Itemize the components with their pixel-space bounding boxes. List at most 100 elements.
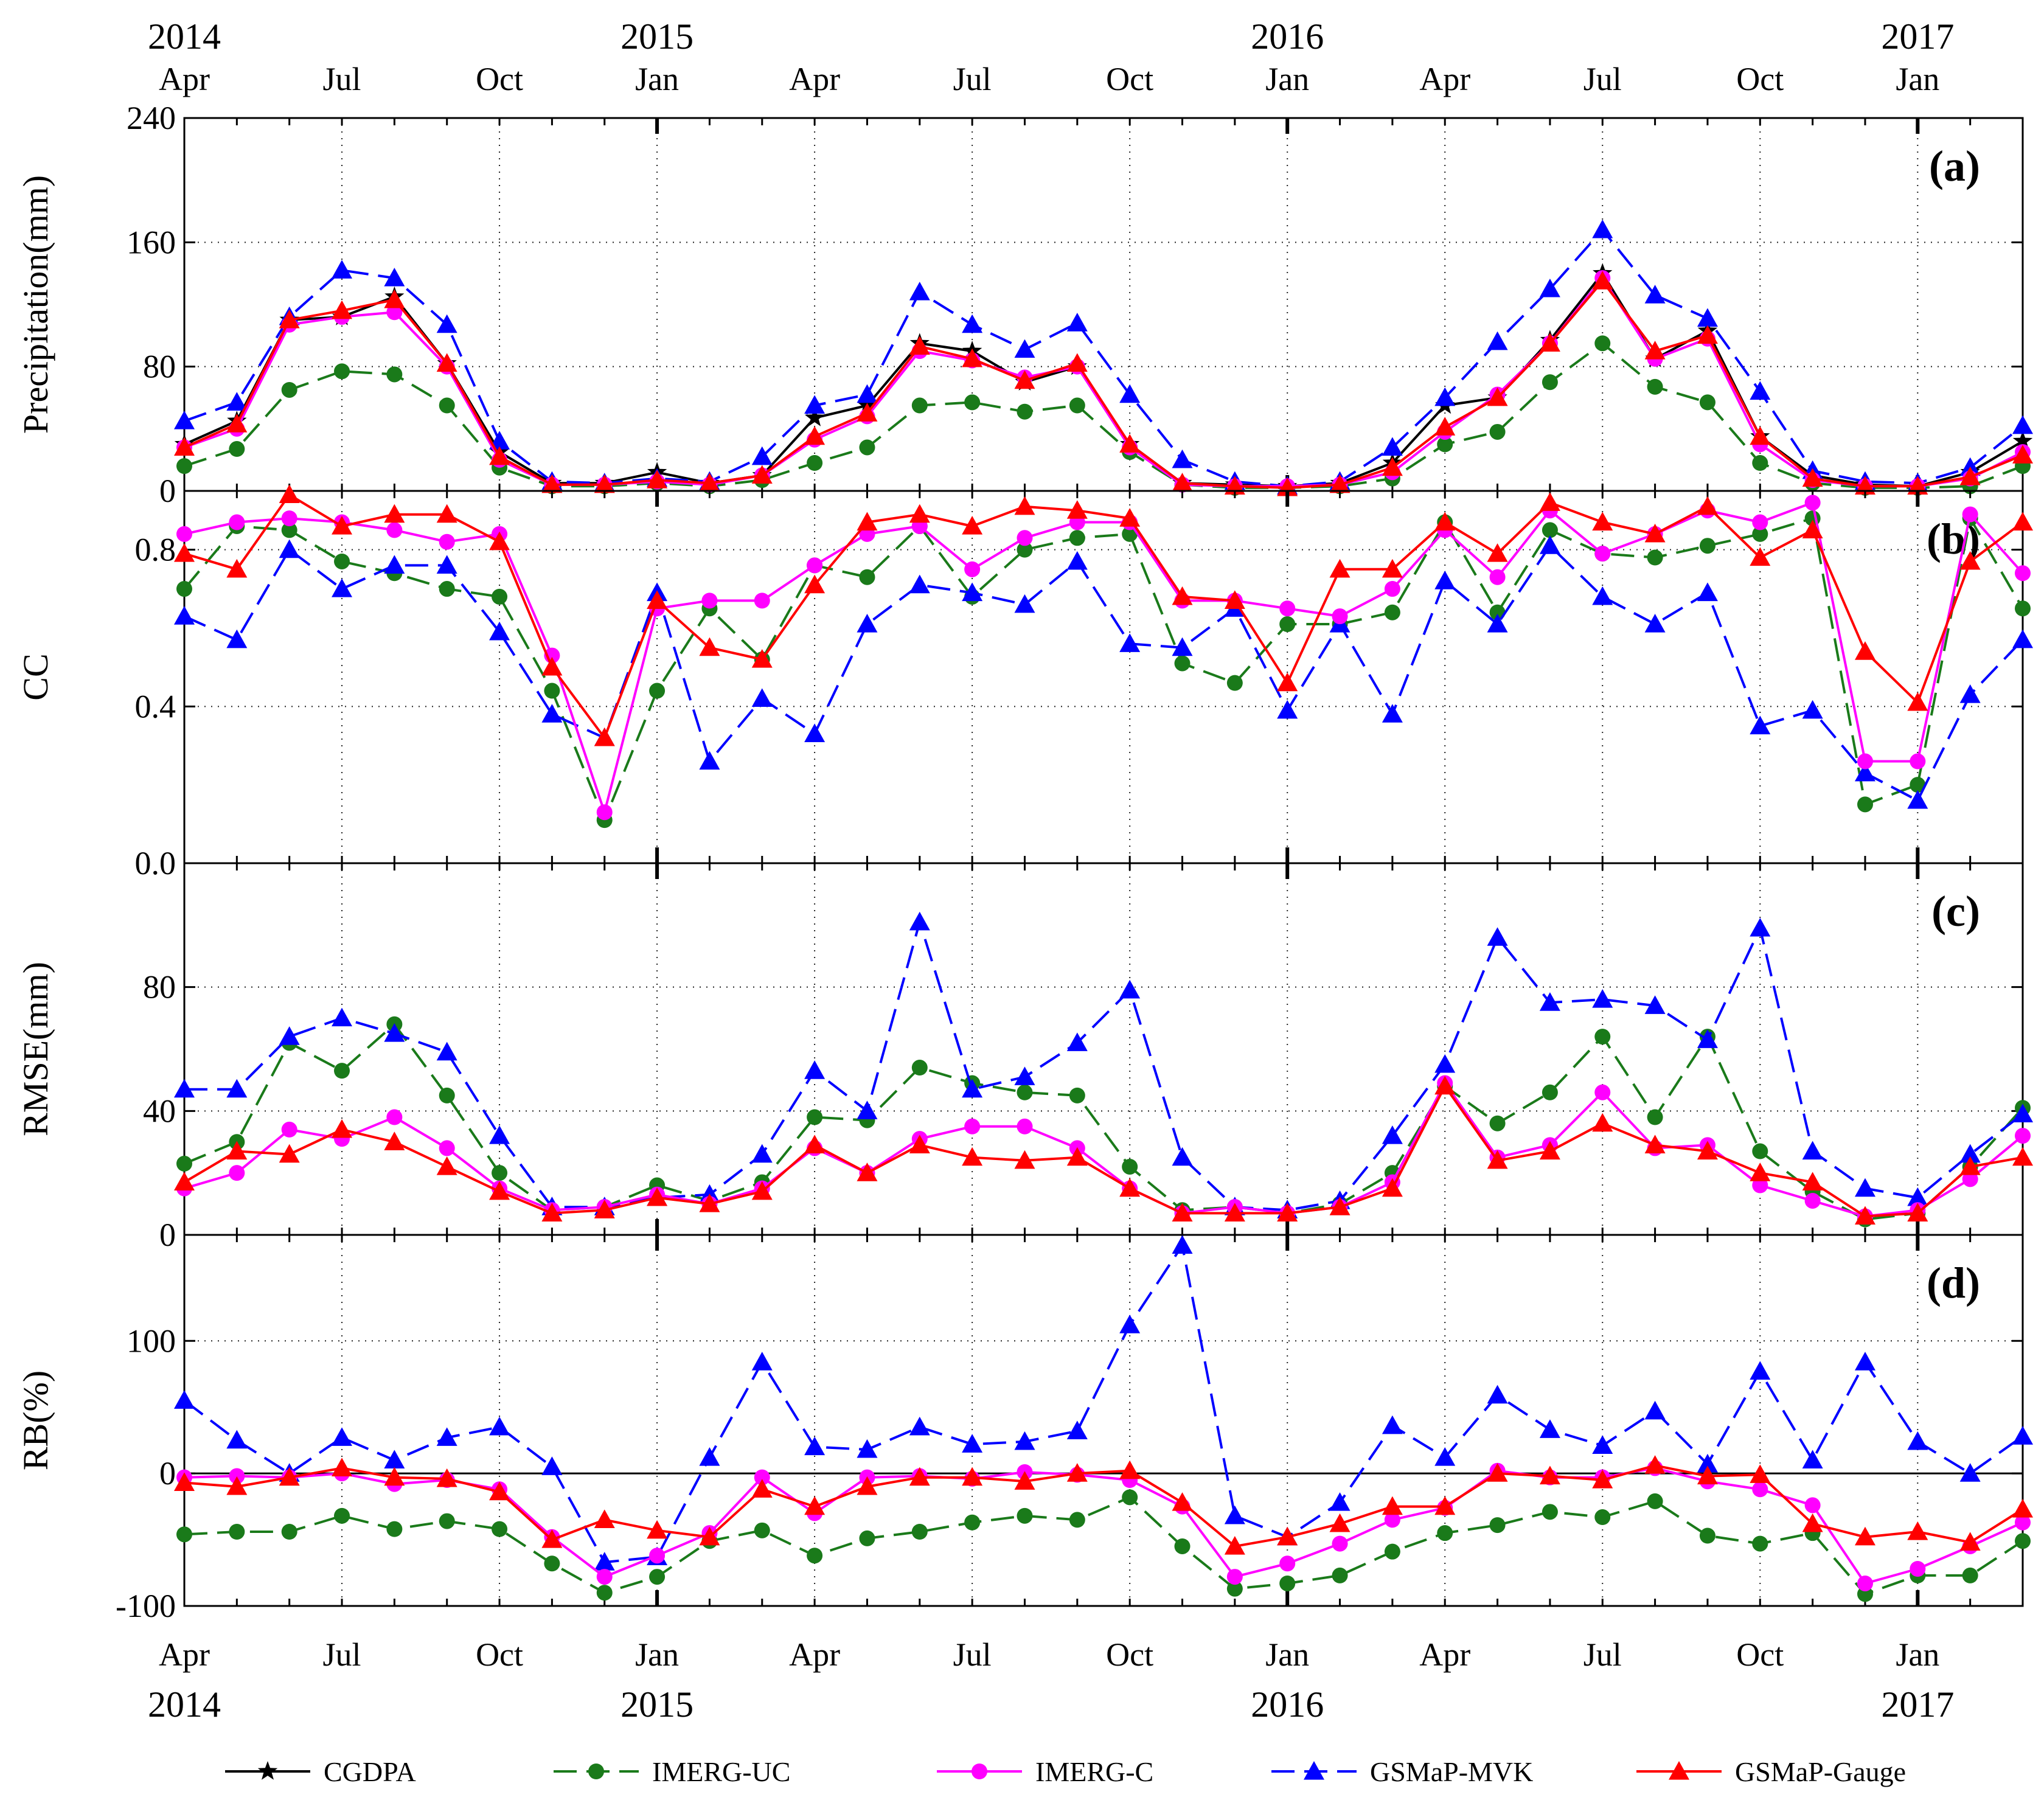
y-tick-label: 0 xyxy=(159,473,176,509)
data-point xyxy=(1802,519,1823,539)
panel-frame xyxy=(183,490,2024,864)
data-point xyxy=(1962,1567,1978,1583)
data-point xyxy=(1592,512,1613,531)
data-point xyxy=(281,1524,297,1540)
data-point xyxy=(489,621,510,641)
data-point xyxy=(1119,434,1141,453)
data-point xyxy=(962,1434,983,1453)
y-tick-label: 0.8 xyxy=(135,532,176,568)
data-point xyxy=(1224,590,1245,609)
data-point xyxy=(909,574,930,594)
data-point xyxy=(699,1447,720,1466)
data-point xyxy=(2012,431,2033,450)
data-point xyxy=(439,1140,455,1156)
data-point xyxy=(2012,512,2033,531)
data-point xyxy=(1539,492,1560,511)
legend-marker xyxy=(1304,1761,1324,1780)
data-point xyxy=(1592,1113,1613,1132)
data-point xyxy=(804,723,826,743)
legend-marker xyxy=(972,1764,987,1779)
data-point xyxy=(1959,684,1981,703)
data-point xyxy=(2015,1514,2031,1531)
data-point xyxy=(1594,1509,1611,1526)
series-imerg-uc xyxy=(176,510,2031,829)
data-point xyxy=(1907,476,1928,495)
top-month-tick-label: Jan xyxy=(1896,61,1939,97)
data-point xyxy=(1277,700,1298,719)
data-point xyxy=(1434,1075,1456,1095)
data-point xyxy=(1752,1481,1768,1498)
data-point xyxy=(909,911,930,931)
data-point xyxy=(1332,1535,1348,1552)
data-point xyxy=(2015,1128,2031,1144)
series-gsmap-mvk xyxy=(174,911,2033,1218)
data-point xyxy=(1329,558,1350,578)
data-point xyxy=(489,1416,510,1436)
data-point xyxy=(1174,1538,1191,1554)
top-year-label: 2016 xyxy=(1251,16,1324,57)
data-point xyxy=(1332,1567,1348,1583)
data-point xyxy=(332,1458,353,1477)
bottom-month-tick-label: Apr xyxy=(1419,1636,1470,1673)
data-point xyxy=(439,581,455,597)
data-point xyxy=(962,1147,983,1166)
data-point xyxy=(857,1476,878,1495)
top-year-label: 2017 xyxy=(1881,16,1954,57)
data-point xyxy=(489,1181,510,1200)
data-point xyxy=(1592,586,1613,605)
data-point xyxy=(804,1436,826,1456)
data-point xyxy=(176,1155,192,1172)
data-point xyxy=(1434,1496,1456,1515)
data-point xyxy=(1750,1361,1771,1380)
series-gsmap-gauge xyxy=(174,484,2033,746)
data-point xyxy=(1854,762,1875,782)
data-point xyxy=(699,1194,720,1212)
data-point xyxy=(1069,397,1085,414)
y-tick-label: 240 xyxy=(127,100,176,136)
data-point xyxy=(1434,417,1456,436)
data-point xyxy=(1697,1453,1718,1473)
data-point xyxy=(1066,313,1088,332)
data-point xyxy=(751,649,773,668)
data-point xyxy=(1119,508,1141,527)
data-point xyxy=(226,629,248,648)
bottom-month-tick-label: Jan xyxy=(635,1636,679,1673)
data-point xyxy=(1434,387,1456,406)
data-point xyxy=(1172,637,1193,656)
data-point xyxy=(1069,1087,1085,1103)
y-axis-label: RB(%) xyxy=(16,1371,55,1470)
data-point xyxy=(699,637,720,656)
data-point xyxy=(1644,1400,1666,1420)
legend-item-imerg-c: IMERG-C xyxy=(937,1756,1153,1787)
legend-label: CGDPA xyxy=(324,1756,416,1787)
data-point xyxy=(647,1520,668,1539)
data-point xyxy=(1489,569,1506,585)
series-imerg-uc xyxy=(176,1016,2031,1228)
data-point xyxy=(1959,467,1981,485)
data-point xyxy=(541,704,563,723)
data-point xyxy=(649,683,666,699)
data-point xyxy=(1119,1315,1141,1333)
data-point xyxy=(176,1526,192,1543)
legend-label: GSMaP-MVK xyxy=(1370,1756,1533,1787)
data-point xyxy=(2012,415,2033,434)
data-point xyxy=(804,574,826,594)
series-imerg-c xyxy=(176,495,2031,821)
data-point xyxy=(1277,1526,1298,1546)
data-point xyxy=(964,394,981,411)
data-point xyxy=(281,510,297,527)
data-point xyxy=(489,431,510,450)
data-point xyxy=(1382,1125,1403,1144)
data-point xyxy=(1910,753,1926,770)
data-point xyxy=(332,1427,353,1446)
data-point xyxy=(1854,476,1875,495)
series-imerg-uc xyxy=(176,1489,2031,1602)
data-point xyxy=(1907,790,1928,809)
data-point xyxy=(1802,700,1823,719)
data-point xyxy=(1644,614,1666,633)
data-point xyxy=(804,395,826,414)
data-point xyxy=(1174,655,1191,672)
data-point xyxy=(1489,1115,1506,1131)
data-point xyxy=(1066,1420,1088,1440)
